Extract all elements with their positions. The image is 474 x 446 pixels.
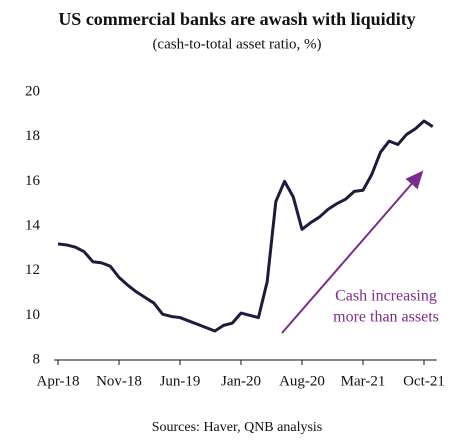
x-tick-label: Aug-20 (279, 373, 325, 389)
y-tick-label: 18 (25, 128, 40, 144)
annotation: more than assets (333, 309, 439, 326)
source: Sources: Haver, QNB analysis (152, 420, 323, 435)
y-tick-label: 14 (25, 217, 41, 233)
annotation: Cash increasing (335, 288, 437, 305)
line (57, 119, 434, 333)
x-tick-label: Mar-21 (341, 373, 386, 389)
y-tick-label: 12 (25, 262, 40, 278)
y-tick-label: 10 (25, 307, 40, 323)
y-tick-label: 8 (33, 351, 41, 367)
chart-subtitle: (cash-to-total asset ratio, %) (152, 36, 321, 52)
x-tick-label: Jan-20 (221, 373, 261, 389)
y-tick-label: 16 (25, 173, 41, 189)
x-tick-label: Oct-21 (403, 373, 445, 389)
x-tick-label: Nov-18 (96, 373, 142, 389)
x-tick-label: Apr-18 (36, 373, 79, 389)
y-tick-label: 20 (25, 83, 40, 99)
chart-title: US commercial banks are awash with liqui… (58, 9, 415, 29)
arrow (281, 170, 424, 334)
x-tick-label: Jun-19 (160, 373, 201, 389)
